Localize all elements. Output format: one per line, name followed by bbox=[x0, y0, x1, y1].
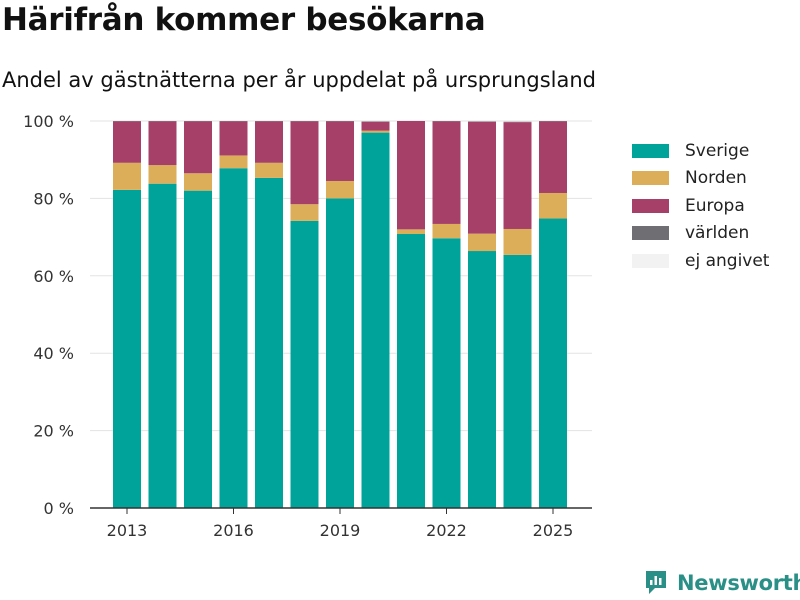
x-tick-label: 2013 bbox=[107, 521, 148, 540]
bar-segment bbox=[113, 162, 141, 190]
bar-segment bbox=[326, 198, 354, 508]
bar-segment bbox=[290, 204, 319, 221]
bar-segment bbox=[539, 121, 567, 193]
y-tick-label: 80 % bbox=[33, 189, 74, 208]
bar-segment bbox=[290, 220, 319, 508]
bar-segment bbox=[326, 121, 354, 181]
bar-segment bbox=[219, 121, 248, 156]
bar-segment bbox=[255, 121, 283, 163]
bar-segment bbox=[397, 229, 425, 235]
bar-segment bbox=[255, 177, 283, 508]
bar-segment bbox=[361, 121, 390, 131]
bar-segment bbox=[184, 121, 212, 174]
bar-segment bbox=[255, 162, 283, 178]
x-tick-label: 2025 bbox=[533, 521, 574, 540]
legend-item: Sverige bbox=[632, 137, 769, 165]
bar-segment bbox=[432, 223, 461, 239]
legend-swatch bbox=[632, 253, 669, 268]
bar-segment bbox=[326, 180, 354, 199]
x-tick-label: 2019 bbox=[320, 521, 361, 540]
bar-segment bbox=[468, 121, 496, 234]
brand-name: Newsworthy bbox=[677, 570, 800, 595]
legend: Sverige Norden Europa världen ej angivet bbox=[632, 137, 769, 275]
legend-swatch bbox=[632, 198, 669, 213]
bar-segment bbox=[361, 130, 390, 133]
y-tick-label: 60 % bbox=[33, 267, 74, 286]
bar-segment bbox=[397, 234, 425, 508]
bar-segment bbox=[148, 165, 177, 184]
y-axis-ticks: 0 % 20 % 40 % 60 % 80 % 100 % bbox=[23, 112, 74, 518]
x-tick-label: 2016 bbox=[213, 521, 254, 540]
legend-swatch bbox=[632, 226, 669, 241]
y-tick-label: 20 % bbox=[33, 422, 74, 441]
bar-segment bbox=[290, 121, 319, 205]
legend-label: Sverige bbox=[685, 140, 750, 161]
bar-segment bbox=[503, 228, 532, 255]
bar-segment bbox=[503, 122, 532, 229]
chart-title: Härifrån kommer besökarna bbox=[2, 2, 486, 38]
legend-item: Norden bbox=[632, 165, 769, 193]
legend-label: Europa bbox=[685, 195, 745, 216]
legend-label: Norden bbox=[685, 168, 747, 189]
bar-segment bbox=[148, 121, 177, 166]
bar-segment bbox=[468, 251, 496, 509]
legend-swatch bbox=[632, 171, 669, 186]
bar-segment bbox=[113, 189, 141, 509]
bar-segment bbox=[219, 168, 248, 509]
bar-segment bbox=[361, 132, 390, 509]
bar-segment bbox=[539, 192, 567, 219]
y-tick-label: 100 % bbox=[23, 112, 74, 131]
newsworthy-logo-icon bbox=[646, 571, 666, 594]
y-tick-label: 0 % bbox=[44, 499, 74, 518]
bar-segment bbox=[468, 233, 496, 252]
legend-item: ej angivet bbox=[632, 247, 769, 275]
newsworthy-brand: Newsworthy bbox=[644, 569, 800, 596]
legend-label: ej angivet bbox=[685, 250, 770, 271]
bar-segment bbox=[503, 254, 532, 508]
bar-segment bbox=[113, 121, 141, 163]
bar-segment bbox=[219, 155, 248, 169]
bar-segment bbox=[432, 121, 461, 224]
bar-segment bbox=[539, 218, 567, 509]
bar-segment bbox=[148, 183, 177, 508]
x-tick-label: 2022 bbox=[426, 521, 467, 540]
legend-item: världen bbox=[632, 220, 769, 248]
legend-label: världen bbox=[685, 223, 750, 244]
bars bbox=[113, 121, 567, 509]
legend-swatch bbox=[632, 143, 669, 158]
legend-item: Europa bbox=[632, 192, 769, 220]
chart-subtitle: Andel av gästnätterna per år uppdelat på… bbox=[2, 68, 596, 92]
x-axis-ticks: 2013 2016 2019 2022 2025 bbox=[107, 508, 574, 540]
bar-segment bbox=[184, 190, 212, 508]
bar-segment bbox=[184, 173, 212, 191]
bar-segment bbox=[397, 121, 425, 230]
y-tick-label: 40 % bbox=[33, 344, 74, 363]
bar-segment bbox=[432, 238, 461, 509]
